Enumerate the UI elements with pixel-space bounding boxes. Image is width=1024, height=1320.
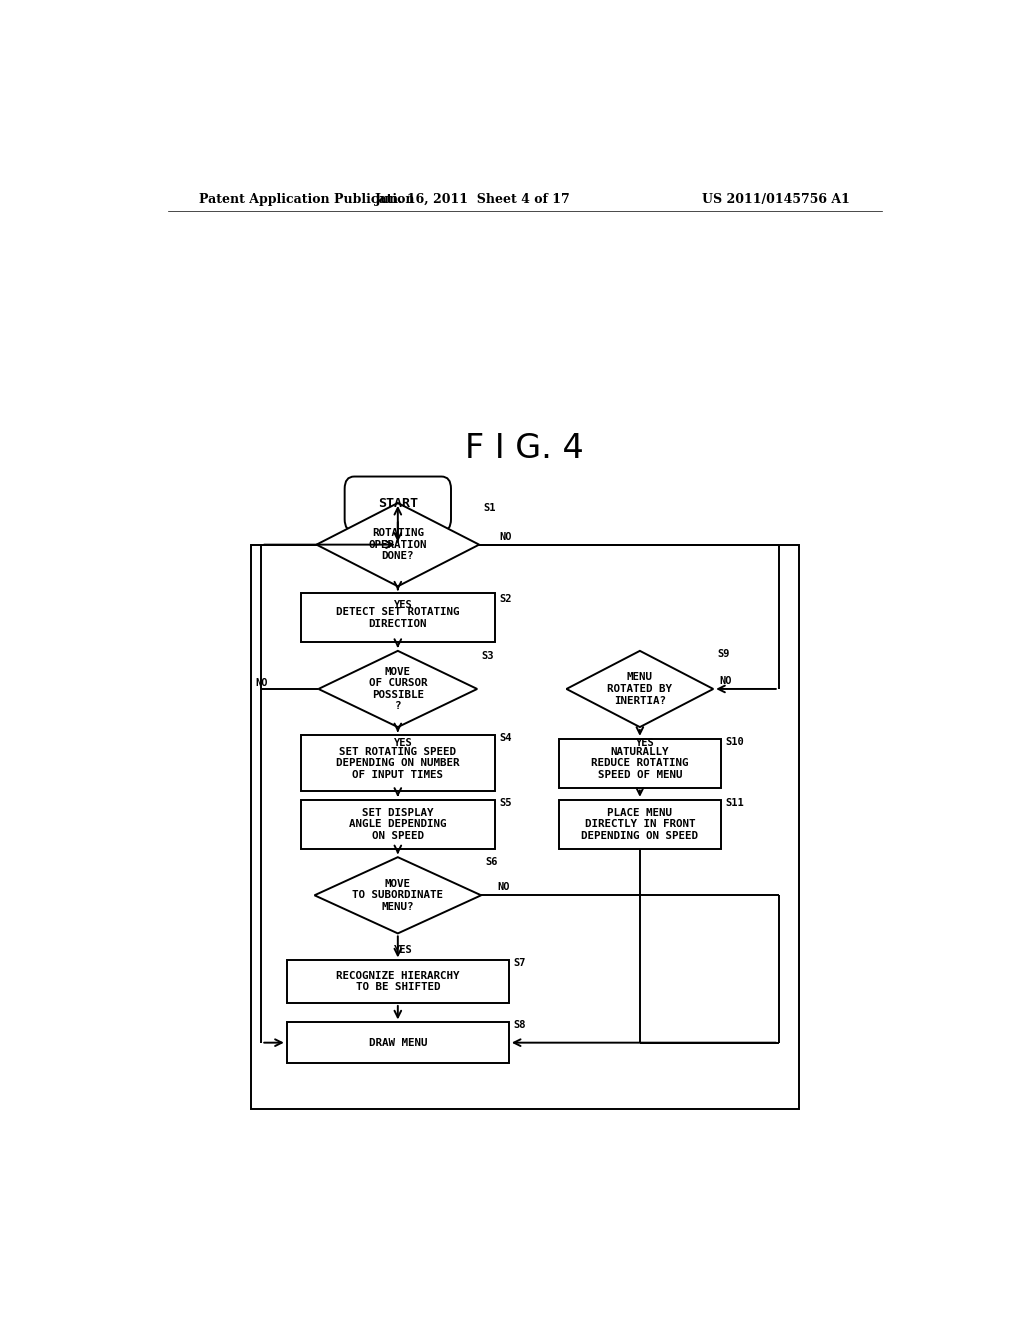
Text: S6: S6	[485, 857, 498, 867]
Text: YES: YES	[636, 738, 654, 748]
Text: NO: NO	[499, 532, 512, 541]
Text: YES: YES	[394, 945, 413, 954]
Bar	[301, 800, 495, 849]
FancyBboxPatch shape	[345, 477, 451, 532]
Bar	[301, 594, 495, 643]
Text: NATURALLY
REDUCE ROTATING
SPEED OF MENU: NATURALLY REDUCE ROTATING SPEED OF MENU	[591, 747, 688, 780]
Text: S9: S9	[717, 649, 730, 659]
Text: DETECT SET ROTATING
DIRECTION: DETECT SET ROTATING DIRECTION	[336, 607, 460, 628]
Text: YES: YES	[394, 738, 413, 748]
Text: S10: S10	[725, 737, 743, 747]
Text: YES: YES	[394, 599, 413, 610]
Bar	[287, 1022, 509, 1063]
Text: ROTATING
OPERATION
DONE?: ROTATING OPERATION DONE?	[369, 528, 427, 561]
Text: S1: S1	[483, 503, 496, 513]
Text: SET ROTATING SPEED
DEPENDING ON NUMBER
OF INPUT TIMES: SET ROTATING SPEED DEPENDING ON NUMBER O…	[336, 747, 460, 780]
Text: PLACE MENU
DIRECTLY IN FRONT
DEPENDING ON SPEED: PLACE MENU DIRECTLY IN FRONT DEPENDING O…	[582, 808, 698, 841]
Text: NO: NO	[497, 882, 510, 892]
Text: Patent Application Publication: Patent Application Publication	[200, 193, 415, 206]
Text: S2: S2	[499, 594, 512, 603]
Polygon shape	[316, 503, 479, 586]
Text: US 2011/0145756 A1: US 2011/0145756 A1	[702, 193, 850, 206]
Text: S8: S8	[513, 1020, 525, 1031]
Text: S3: S3	[481, 651, 494, 661]
Bar	[301, 735, 495, 791]
Text: F I G. 4: F I G. 4	[466, 432, 584, 465]
Text: MENU
ROTATED BY
INERTIA?: MENU ROTATED BY INERTIA?	[607, 672, 673, 706]
Polygon shape	[318, 651, 477, 727]
Text: S4: S4	[499, 733, 512, 743]
Text: S5: S5	[499, 797, 512, 808]
Text: Jun. 16, 2011  Sheet 4 of 17: Jun. 16, 2011 Sheet 4 of 17	[376, 193, 571, 206]
Polygon shape	[314, 857, 481, 933]
Text: MOVE
OF CURSOR
POSSIBLE
?: MOVE OF CURSOR POSSIBLE ?	[369, 667, 427, 711]
Bar	[558, 800, 721, 849]
Text: DRAW MENU: DRAW MENU	[369, 1038, 427, 1048]
Bar	[558, 739, 721, 788]
Polygon shape	[566, 651, 714, 727]
Text: RECOGNIZE HIERARCHY
TO BE SHIFTED: RECOGNIZE HIERARCHY TO BE SHIFTED	[336, 972, 460, 993]
Text: NO: NO	[255, 678, 267, 688]
Text: MOVE
TO SUBORDINATE
MENU?: MOVE TO SUBORDINATE MENU?	[352, 879, 443, 912]
Bar	[251, 545, 799, 1109]
Text: START: START	[378, 498, 418, 511]
Text: NO: NO	[720, 676, 732, 686]
Text: S11: S11	[725, 797, 743, 808]
Bar	[287, 961, 509, 1003]
Text: SET DISPLAY
ANGLE DEPENDING
ON SPEED: SET DISPLAY ANGLE DEPENDING ON SPEED	[349, 808, 446, 841]
Text: S7: S7	[513, 958, 525, 969]
